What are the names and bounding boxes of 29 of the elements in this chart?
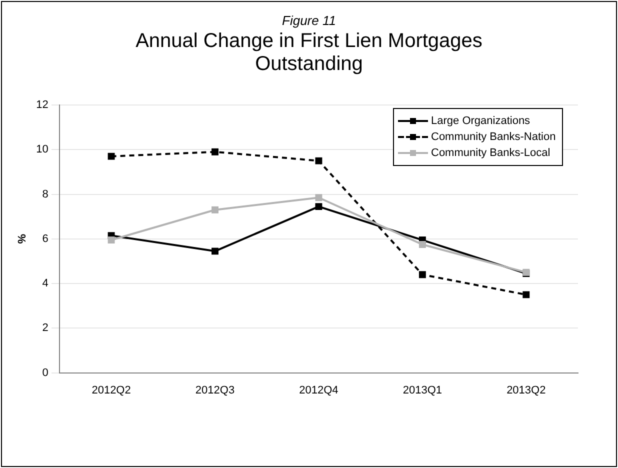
point — [212, 206, 218, 214]
point — [315, 194, 322, 202]
legend-label: Large Organizations — [431, 115, 530, 127]
x-tick-label: 2013Q1 — [402, 384, 442, 396]
x-tick-label: 2013Q2 — [506, 384, 546, 396]
x-tick-label: 2012Q3 — [195, 384, 235, 396]
point — [418, 241, 426, 248]
point — [108, 236, 115, 244]
point — [212, 148, 218, 156]
chart-subtitle: Figure 11 — [281, 13, 337, 28]
x-tick-label: 2012Q4 — [299, 384, 338, 396]
point — [522, 291, 530, 298]
x-tick-label: 2012Q2 — [92, 384, 131, 396]
point — [212, 248, 218, 255]
point — [418, 271, 426, 278]
chart-title: Annual Change in First Lien Mortgages Outstanding — [134, 30, 484, 76]
y-tick-label: 0 — [42, 366, 48, 379]
point — [108, 152, 115, 160]
y-tick-label: 6 — [42, 232, 48, 245]
legend-label: Community Banks-Local — [431, 147, 550, 159]
point — [315, 157, 322, 164]
y-tick-label: 12 — [36, 99, 48, 112]
y-tick-label: 8 — [42, 188, 48, 200]
y-axis-title: % — [16, 234, 29, 244]
y-tick-label: 10 — [36, 144, 48, 156]
y-tick-label: 2 — [42, 322, 48, 334]
y-tick-label: 4 — [42, 278, 48, 290]
legend-label: Community Banks-Nation — [431, 131, 556, 143]
point — [315, 203, 322, 210]
